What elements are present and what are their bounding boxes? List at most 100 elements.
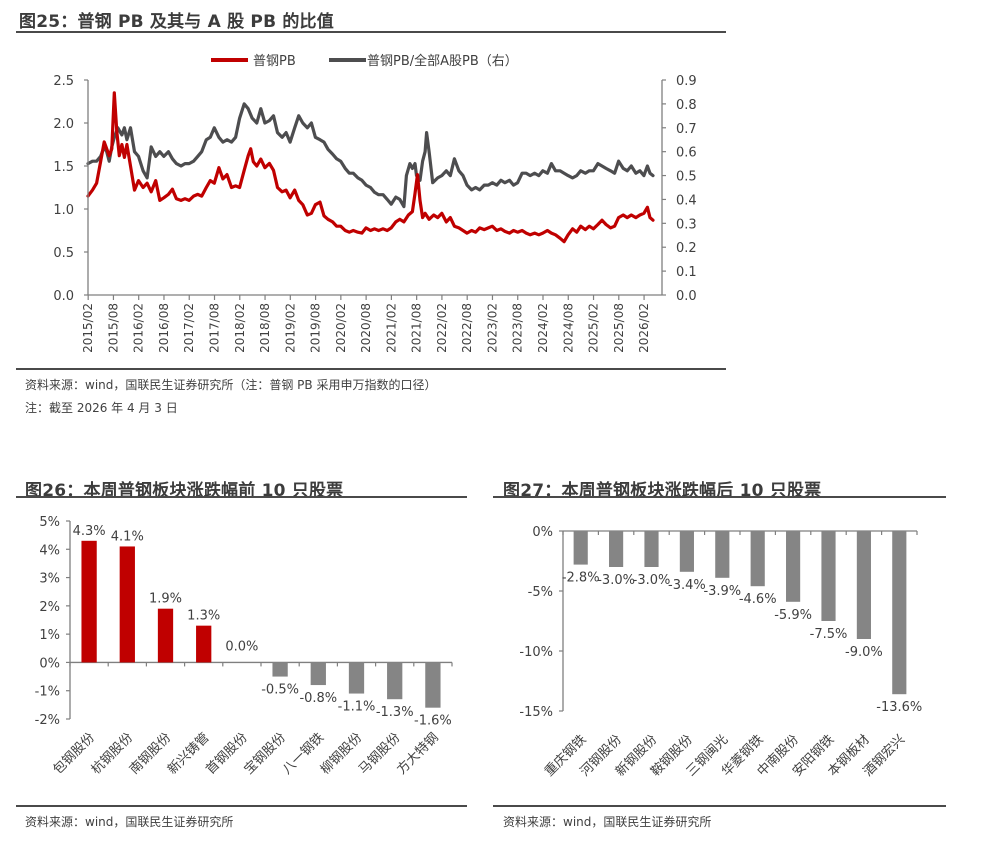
fig27-bar bbox=[856, 531, 871, 639]
fig25-x-tick-label: 2023/02 bbox=[485, 303, 499, 353]
fig27-y-tick-label: -10% bbox=[519, 645, 553, 660]
fig26-bar bbox=[272, 662, 288, 677]
fig26-bar bbox=[196, 625, 212, 663]
fig25-source: 资料来源：wind，国联民生证券研究所（注：普钢 PB 采用申万指数的口径） bbox=[25, 378, 437, 392]
fig25-x-tick-label: 2015/08 bbox=[106, 303, 120, 353]
fig26-bar bbox=[157, 608, 174, 663]
fig26-bar bbox=[119, 546, 135, 663]
fig25-right-tick-label: 0.3 bbox=[676, 217, 697, 232]
fig27-bar bbox=[573, 531, 588, 565]
fig27-data-label: -9.0% bbox=[845, 645, 883, 660]
fig25-series-pb-line bbox=[86, 91, 655, 244]
fig27-data-label: -4.6% bbox=[739, 592, 777, 607]
fig26-data-label: 4.1% bbox=[111, 529, 144, 544]
fig27-y-tick-label: -15% bbox=[519, 705, 553, 720]
fig27-data-label: -3.0% bbox=[633, 573, 671, 588]
fig25-legend: 普钢PB 普钢PB/全部A股PB（右） bbox=[211, 53, 518, 69]
fig26-title-rule bbox=[16, 496, 467, 498]
fig25-x-tick-label: 2016/02 bbox=[132, 303, 146, 353]
fig26-source: 资料来源：wind，国联民生证券研究所 bbox=[25, 815, 234, 829]
fig26-y-tick-label: 4% bbox=[39, 543, 60, 558]
fig25-x-tick-label: 2025/02 bbox=[587, 303, 601, 353]
fig25-line-chart: 普钢PB 普钢PB/全部A股PB（右） 0.0 0.5 1.0 1.5 2.0 2.5 0… bbox=[53, 53, 697, 353]
fig26-y-tick-label: 1% bbox=[39, 628, 60, 643]
fig27-bar bbox=[715, 531, 730, 578]
fig26-data-label: 1.3% bbox=[187, 609, 220, 624]
fig25-x-tick-label: 2021/02 bbox=[384, 303, 398, 353]
fig25-x-tick-label: 2022/08 bbox=[460, 303, 474, 353]
fig26-bar bbox=[348, 662, 365, 694]
fig25-series-ratio-line bbox=[86, 102, 655, 209]
fig25-right-tick-label: 0.6 bbox=[676, 146, 697, 161]
legend-label-pb: 普钢PB bbox=[253, 54, 296, 69]
fig25-x-tick-label: 2021/08 bbox=[410, 303, 424, 353]
fig25-x-tick-label: 2023/08 bbox=[511, 303, 525, 353]
fig25-left-tick-label: 1.0 bbox=[53, 203, 74, 218]
fig25-title-rule bbox=[16, 31, 726, 33]
fig27-data-label: -3.4% bbox=[668, 578, 706, 593]
fig25-right-tick-label: 0.0 bbox=[676, 289, 697, 304]
fig26-y-tick-label: -2% bbox=[35, 713, 60, 728]
fig26-data-label: 0.0% bbox=[225, 639, 258, 654]
fig25-x-tick-label: 2016/08 bbox=[157, 303, 171, 353]
fig25-left-tick-label: 0.0 bbox=[53, 289, 74, 304]
fig25-x-tick-label: 2018/02 bbox=[233, 303, 247, 353]
fig25-x-tick-label: 2026/02 bbox=[637, 303, 651, 353]
fig26-bar bbox=[81, 540, 97, 663]
fig25-x-tick-label: 2018/08 bbox=[258, 303, 272, 353]
fig27-source: 资料来源：wind，国联民生证券研究所 bbox=[503, 815, 712, 829]
fig26-bar bbox=[387, 662, 403, 700]
fig26-bar bbox=[425, 662, 441, 708]
fig27-bar bbox=[786, 531, 801, 602]
fig25-x-tick-label: 2020/02 bbox=[334, 303, 348, 353]
fig26-data-label: -1.1% bbox=[338, 700, 376, 715]
fig27-data-label: -3.9% bbox=[703, 584, 741, 599]
fig25-x-tick-label: 2024/08 bbox=[561, 303, 575, 353]
fig27-data-label: -13.6% bbox=[876, 700, 922, 715]
fig25-left-tick-label: 2.5 bbox=[53, 74, 74, 89]
fig25-x-tick-label: 2019/02 bbox=[283, 303, 297, 353]
fig25-right-tick-label: 0.7 bbox=[676, 122, 697, 137]
fig25-bottom-rule bbox=[16, 368, 726, 370]
fig27-y-tick-label: -5% bbox=[528, 585, 553, 600]
fig25-x-tick-label: 2017/02 bbox=[182, 303, 196, 353]
fig27-bar bbox=[750, 531, 765, 587]
fig27-bar bbox=[892, 531, 907, 695]
fig26-y-tick-label: 0% bbox=[39, 656, 60, 671]
fig25-right-tick-label: 0.8 bbox=[676, 98, 697, 113]
fig25-x-tick-label: 2019/08 bbox=[309, 303, 323, 353]
fig26-y-tick-label: 2% bbox=[39, 600, 60, 615]
fig27-data-label: -5.9% bbox=[774, 608, 812, 623]
fig26-y-tick-label: 5% bbox=[39, 515, 60, 530]
fig27-bar bbox=[609, 531, 624, 567]
fig26-y-tick-label: -1% bbox=[35, 685, 60, 700]
fig26-bar bbox=[310, 662, 326, 686]
fig25-right-tick-label: 0.2 bbox=[676, 241, 697, 256]
fig26-data-label: 4.3% bbox=[73, 524, 106, 539]
fig27-data-label: -2.8% bbox=[562, 571, 600, 586]
fig25-x-tick-label: 2022/02 bbox=[435, 303, 449, 353]
fig25-x-tick-label: 2017/08 bbox=[208, 303, 222, 353]
fig27-data-label: -3.0% bbox=[597, 573, 635, 588]
fig25-left-tick-label: 0.5 bbox=[53, 246, 74, 261]
fig25-note: 注：截至 2026 年 4 月 3 日 bbox=[25, 401, 178, 415]
fig25-right-tick-label: 0.5 bbox=[676, 170, 697, 185]
fig26-data-label: -0.5% bbox=[261, 683, 299, 698]
fig25-right-tick-label: 0.4 bbox=[676, 193, 697, 208]
fig25-left-tick-label: 1.5 bbox=[53, 160, 74, 175]
fig25-title: 图25：普钢 PB 及其与 A 股 PB 的比值 bbox=[19, 12, 334, 32]
fig27-title-rule bbox=[493, 496, 946, 498]
fig25-x-tick-label: 2020/08 bbox=[359, 303, 373, 353]
fig27-bar bbox=[644, 531, 659, 567]
fig25-left-tick-label: 2.0 bbox=[53, 117, 74, 132]
legend-label-ratio: 普钢PB/全部A股PB（右） bbox=[367, 53, 518, 69]
fig26-data-label: -1.3% bbox=[376, 705, 414, 720]
fig25-x-tick-label: 2024/02 bbox=[536, 303, 550, 353]
fig26-y-tick-label: 3% bbox=[39, 572, 60, 587]
fig27-y-tick-label: 0% bbox=[532, 525, 553, 540]
fig27-data-label: -7.5% bbox=[810, 627, 848, 642]
fig26-data-label: -1.6% bbox=[414, 714, 452, 729]
fig26-data-label: -0.8% bbox=[299, 691, 337, 706]
